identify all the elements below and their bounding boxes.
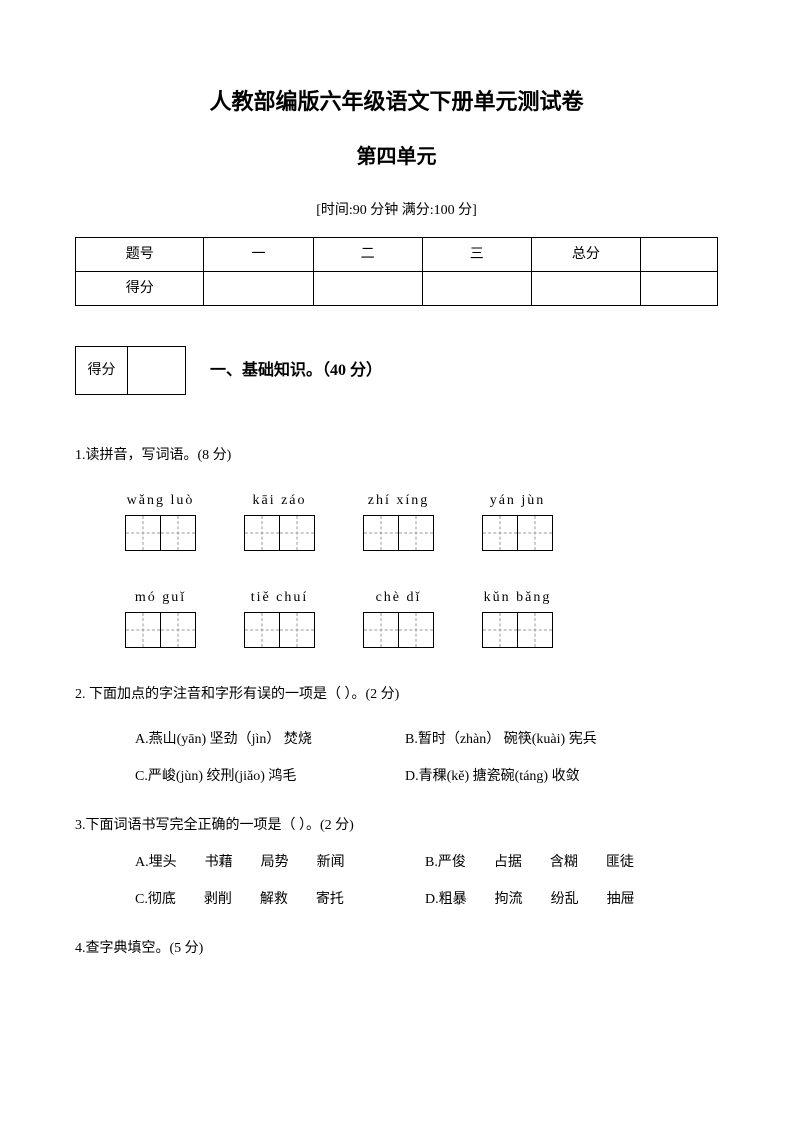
page-subtitle: 第四单元	[75, 142, 718, 172]
pinyin-block: chè dǐ	[363, 587, 434, 648]
char-grid[interactable]	[482, 515, 553, 551]
pinyin-block: tiě chuí	[244, 587, 315, 648]
section-score-box: 得分	[75, 346, 186, 395]
pinyin-label: yán jùn	[490, 490, 546, 511]
q3-option-b[interactable]: B.严俊占据含糊匪徒	[425, 852, 634, 873]
section-1-header: 得分 一、基础知识。（40 分）	[75, 346, 718, 395]
q3-options-row: A.埋头书藉局势新闻 B.严俊占据含糊匪徒	[75, 852, 718, 873]
score-value-cell[interactable]	[313, 272, 422, 306]
q2-option-c[interactable]: C.严峻(jùn) 绞刑(jiǎo) 鸿毛	[135, 766, 405, 787]
score-header-cell: 题号	[76, 238, 204, 272]
q3-option-d[interactable]: D.粗暴拘流纷乱抽屉	[425, 889, 635, 910]
question-1-text: 1.读拼音，写词语。(8 分)	[75, 445, 718, 466]
question-3: 3.下面词语书写完全正确的一项是（ ）。(2 分) A.埋头书藉局势新闻 B.严…	[75, 815, 718, 910]
char-grid[interactable]	[363, 612, 434, 648]
score-value-cell[interactable]	[531, 272, 640, 306]
question-1: 1.读拼音，写词语。(8 分) wǎng luò kāi záo zhí xín…	[75, 445, 718, 648]
pinyin-block: kǔn bǎng	[482, 587, 553, 648]
pinyin-label: kāi záo	[252, 490, 306, 511]
pinyin-label: tiě chuí	[251, 587, 309, 608]
section-score-label: 得分	[76, 347, 128, 395]
q2-option-a[interactable]: A.燕山(yān) 坚劲（jìn） 焚烧	[135, 729, 405, 750]
q2-options-row: A.燕山(yān) 坚劲（jìn） 焚烧 B.暂时（zhàn） 碗筷(kuài)…	[75, 729, 718, 750]
pinyin-block: kāi záo	[244, 490, 315, 551]
char-grid[interactable]	[244, 612, 315, 648]
question-2-text: 2. 下面加点的字注音和字形有误的一项是（ ）。(2 分)	[75, 684, 718, 705]
q3-option-c[interactable]: C.彻底剥削解救寄托	[135, 889, 425, 910]
section-1-title: 一、基础知识。（40 分）	[210, 359, 382, 383]
section-score-input[interactable]	[128, 347, 186, 395]
question-2: 2. 下面加点的字注音和字形有误的一项是（ ）。(2 分) A.燕山(yān) …	[75, 684, 718, 787]
pinyin-label: chè dǐ	[376, 587, 422, 608]
pinyin-label: kǔn bǎng	[484, 587, 552, 608]
pinyin-label: wǎng luò	[127, 490, 195, 511]
score-header-cell: 一	[204, 238, 313, 272]
char-grid[interactable]	[363, 515, 434, 551]
score-value-cell[interactable]	[204, 272, 313, 306]
q2-options-row: C.严峻(jùn) 绞刑(jiǎo) 鸿毛 D.青稞(kě) 搪瓷碗(táng)…	[75, 766, 718, 787]
pinyin-row-1: wǎng luò kāi záo zhí xíng yán jùn	[75, 490, 718, 551]
score-header-cell: 三	[422, 238, 531, 272]
score-table: 题号 一 二 三 总分 得分	[75, 237, 718, 306]
score-value-cell[interactable]	[422, 272, 531, 306]
pinyin-block: mó guǐ	[125, 587, 196, 648]
char-grid[interactable]	[125, 515, 196, 551]
q2-option-d[interactable]: D.青稞(kě) 搪瓷碗(táng) 收敛	[405, 766, 580, 787]
char-grid[interactable]	[125, 612, 196, 648]
score-header-cell	[640, 238, 717, 272]
page-title: 人教部编版六年级语文下册单元测试卷	[75, 85, 718, 118]
pinyin-row-2: mó guǐ tiě chuí chè dǐ kǔn bǎng	[75, 587, 718, 648]
time-info: [时间:90 分钟 满分:100 分]	[75, 200, 718, 221]
pinyin-label: mó guǐ	[135, 587, 186, 608]
score-header-cell: 总分	[531, 238, 640, 272]
score-value-cell[interactable]	[640, 272, 717, 306]
q3-options-row: C.彻底剥削解救寄托 D.粗暴拘流纷乱抽屉	[75, 889, 718, 910]
pinyin-block: yán jùn	[482, 490, 553, 551]
question-3-text: 3.下面词语书写完全正确的一项是（ ）。(2 分)	[75, 815, 718, 836]
pinyin-label: zhí xíng	[368, 490, 430, 511]
pinyin-block: zhí xíng	[363, 490, 434, 551]
q3-option-a[interactable]: A.埋头书藉局势新闻	[135, 852, 425, 873]
char-grid[interactable]	[482, 612, 553, 648]
score-value-cell: 得分	[76, 272, 204, 306]
q2-option-b[interactable]: B.暂时（zhàn） 碗筷(kuài) 宪兵	[405, 729, 597, 750]
score-header-cell: 二	[313, 238, 422, 272]
char-grid[interactable]	[244, 515, 315, 551]
question-4: 4.查字典填空。(5 分)	[75, 938, 718, 959]
pinyin-block: wǎng luò	[125, 490, 196, 551]
question-4-text: 4.查字典填空。(5 分)	[75, 938, 718, 959]
